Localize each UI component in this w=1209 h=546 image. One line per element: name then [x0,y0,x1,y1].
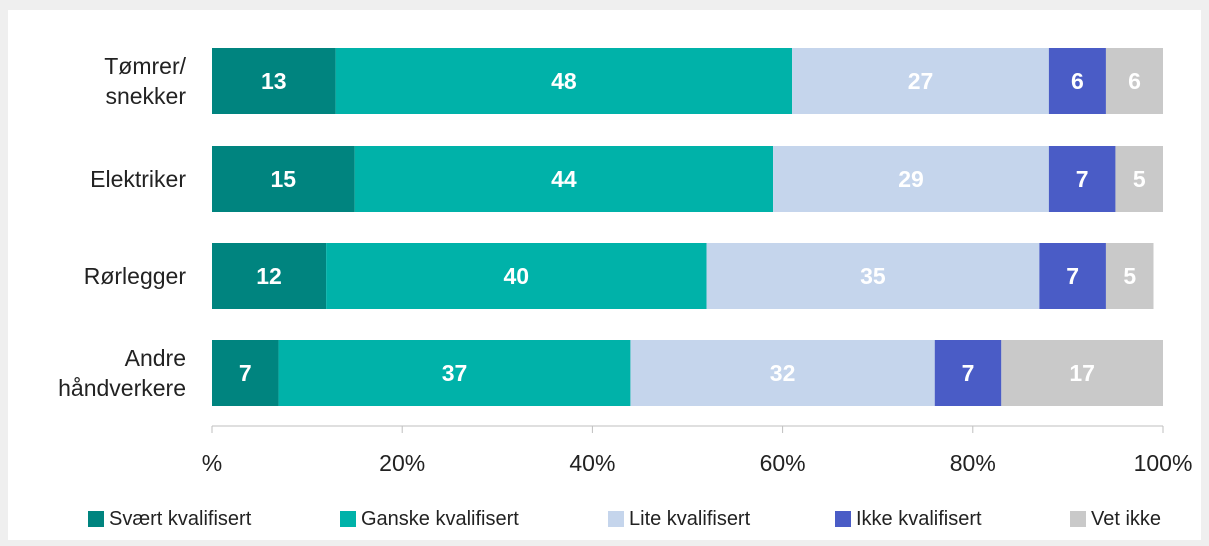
data-label: 7 [1066,263,1079,289]
legend-label: Svært kvalifisert [109,508,252,530]
bar-segment [1105,243,1154,309]
data-label: 17 [1069,360,1095,386]
data-label: 6 [1071,68,1084,94]
legend-label: Ganske kvalifisert [361,508,519,530]
bar-segment [278,340,631,406]
x-tick-label: % [202,450,222,476]
bar-segment [212,146,355,212]
x-tick-label: 20% [379,450,425,476]
category-label: snekker [105,83,186,109]
bar-segment [1105,48,1163,114]
bar-segment [706,243,1040,309]
bar-segment [630,340,935,406]
data-label: 13 [261,68,287,94]
data-label: 32 [770,360,796,386]
x-tick-label: 40% [569,450,615,476]
bar-segment [773,146,1049,212]
data-label: 5 [1133,166,1146,192]
category-label: Rørlegger [84,263,187,289]
category-label: Andre [125,345,186,371]
data-label: 27 [908,68,934,94]
bar-segment [326,243,707,309]
data-label: 37 [442,360,468,386]
bar-segment [335,48,793,114]
category-label: Tømrer/ [104,53,186,79]
legend-label: Lite kvalifisert [629,508,751,530]
legend-swatch [340,511,356,527]
data-label: 29 [898,166,924,192]
bar-segment [212,340,279,406]
legend-label: Ikke kvalifisert [856,508,982,530]
bar-segment [1048,146,1116,212]
legend-swatch [88,511,104,527]
data-label: 12 [256,263,282,289]
legend-swatch [1070,511,1086,527]
legend-swatch [608,511,624,527]
category-label: Elektriker [90,166,186,192]
bar-segment [1048,48,1106,114]
bar-segment [354,146,774,212]
legend-swatch [835,511,851,527]
data-label: 44 [551,166,577,192]
category-label: håndverkere [58,375,186,401]
data-label: 7 [1076,166,1089,192]
bar-segment [792,48,1049,114]
data-label: 48 [551,68,577,94]
legend-label: Vet ikke [1091,508,1161,530]
bar-segment [212,243,327,309]
data-label: 6 [1128,68,1141,94]
data-label: 7 [962,360,975,386]
data-label: 7 [239,360,252,386]
data-label: 15 [271,166,297,192]
x-tick-label: 80% [950,450,996,476]
bar-segment [1039,243,1106,309]
data-label: 5 [1123,263,1136,289]
data-label: 40 [504,263,530,289]
x-tick-label: 100% [1134,450,1193,476]
x-tick-label: 60% [760,450,806,476]
bar-segment [1115,146,1163,212]
data-label: 35 [860,263,886,289]
bar-segment [212,48,336,114]
bar-segment [1001,340,1163,406]
bar-segment [934,340,1002,406]
